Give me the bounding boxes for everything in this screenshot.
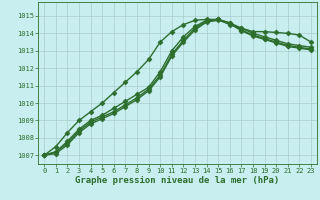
X-axis label: Graphe pression niveau de la mer (hPa): Graphe pression niveau de la mer (hPa) xyxy=(76,176,280,185)
